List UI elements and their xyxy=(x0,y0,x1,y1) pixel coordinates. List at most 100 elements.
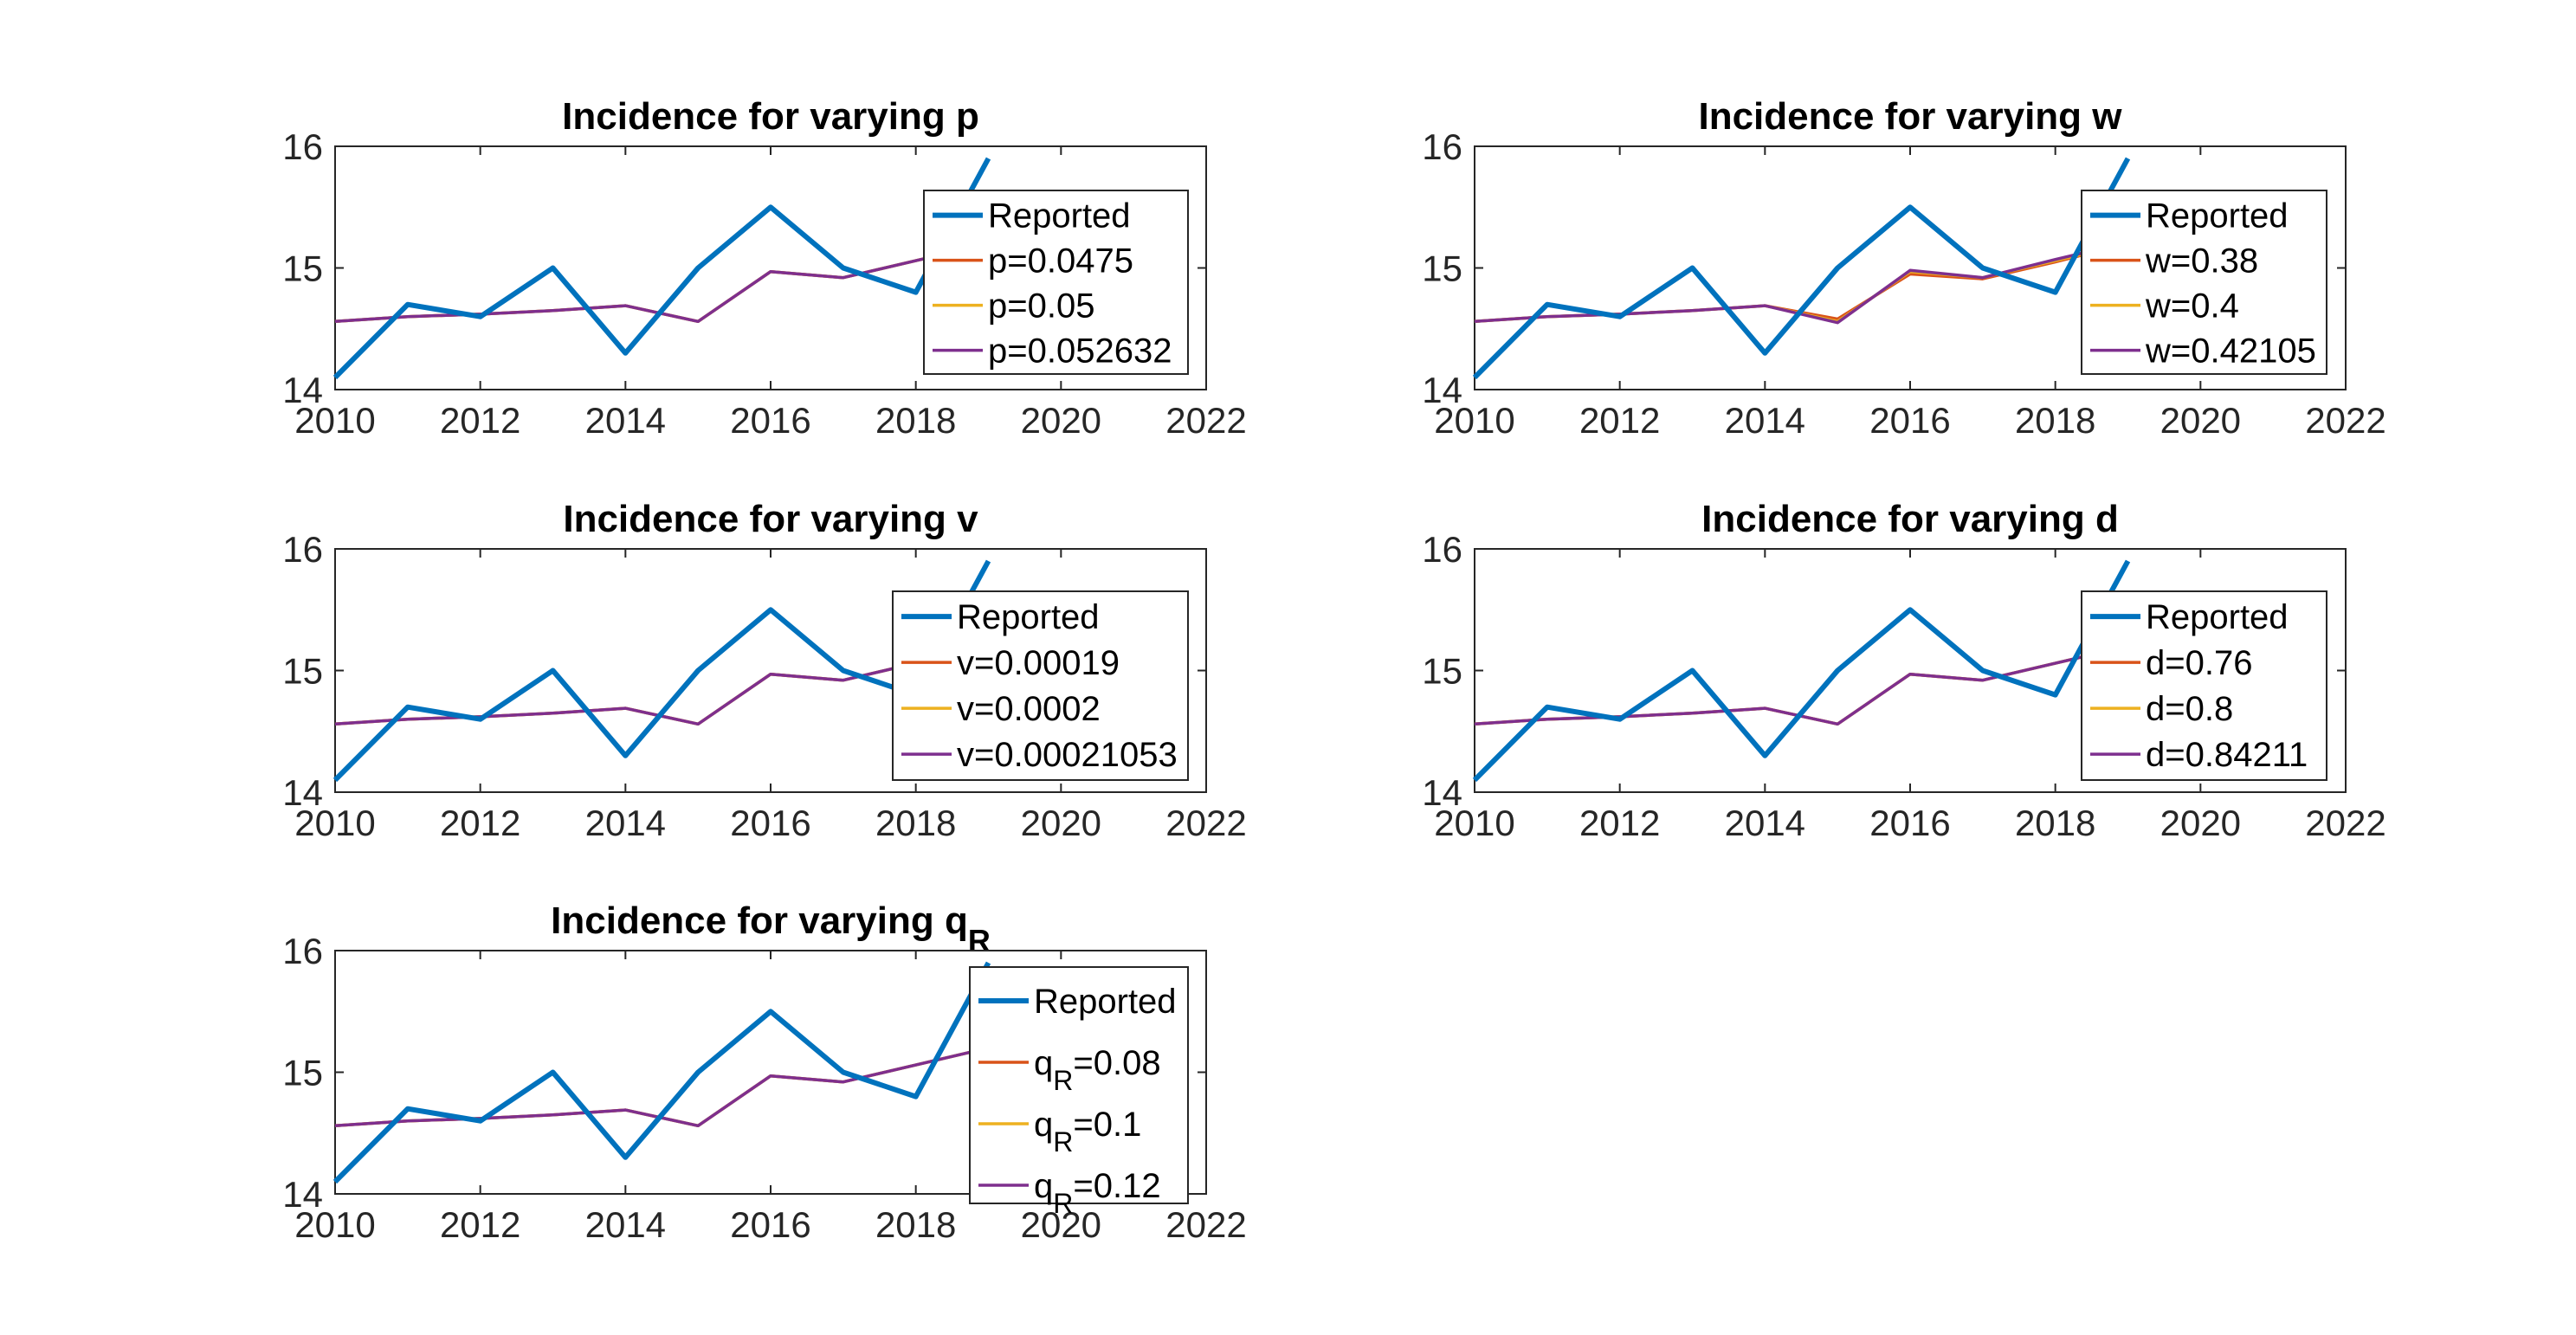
x-tick-label: 2018 xyxy=(2015,803,2095,843)
x-tick-label: 2016 xyxy=(730,803,810,843)
x-tick-label: 2014 xyxy=(585,803,666,843)
legend: Reported v=0.00019 v=0.0002 v=0.00021053 xyxy=(892,590,1189,781)
legend-label: qR=0.12 xyxy=(1034,1167,1161,1219)
y-tick-label: 14 xyxy=(1422,370,1462,410)
legend: Reported d=0.76 d=0.8 d=0.84211 xyxy=(2081,590,2327,781)
x-tick-label: 2016 xyxy=(1869,400,1950,441)
legend-label: Reported xyxy=(2146,598,2289,636)
chart-title: Incidence for varying d xyxy=(1701,498,2119,540)
x-tick-label: 2012 xyxy=(1579,400,1660,441)
subplot-3: Incidence for varying v 2010 2012 2014 2016 2… xyxy=(282,498,1246,843)
x-tick-label: 2022 xyxy=(2305,803,2386,843)
y-tick-label: 15 xyxy=(282,248,323,289)
y-tick-label: 16 xyxy=(282,529,323,570)
x-tick-label: 2018 xyxy=(875,400,956,441)
legend-label: Reported xyxy=(2146,197,2289,235)
y-tick-label: 14 xyxy=(282,370,323,410)
legend-box xyxy=(2081,590,2327,781)
legend-label: v=0.00019 xyxy=(957,644,1120,682)
legend-label-subscript: R xyxy=(1053,1188,1073,1219)
series-line-reported xyxy=(332,559,991,783)
x-tick-label: 2014 xyxy=(585,1204,666,1245)
y-tick-label: 14 xyxy=(1422,772,1462,813)
y-tick-label: 14 xyxy=(282,772,323,813)
chart-title: Incidence for varying v xyxy=(563,498,978,540)
x-tick-label: 2010 xyxy=(1434,803,1514,843)
legend: Reported p=0.0475 p=0.05 p=0.052632 xyxy=(923,190,1189,375)
legend-label: p=0.0475 xyxy=(988,242,1133,281)
legend-label: v=0.00021053 xyxy=(957,736,1178,774)
y-tick-label: 15 xyxy=(282,651,323,692)
legend-label: v=0.0002 xyxy=(957,690,1101,728)
series-line-reported xyxy=(1472,157,2131,380)
legend-label: d=0.84211 xyxy=(2146,736,2308,774)
x-tick-label: 2020 xyxy=(2160,400,2241,441)
legend-label: d=0.8 xyxy=(2146,690,2233,728)
legend-box xyxy=(969,966,1189,1204)
legend-box xyxy=(923,190,1189,375)
legend: Reported w=0.38 w=0.4 w=0.42105 xyxy=(2081,190,2327,375)
subplot-5: Incidence for varying qR 2010 2012 2014 2016… xyxy=(282,900,1246,1245)
x-tick-label: 2014 xyxy=(1725,803,1805,843)
y-tick-label: 16 xyxy=(1422,126,1462,167)
x-tick-label: 2020 xyxy=(1021,803,1101,843)
legend-label: w=0.42105 xyxy=(2145,332,2316,371)
legend-label: w=0.38 xyxy=(2145,242,2258,281)
legend-box xyxy=(892,590,1189,781)
y-tick-label: 16 xyxy=(282,931,323,971)
x-tick-label: 2016 xyxy=(730,1204,810,1245)
x-tick-label: 2022 xyxy=(1165,1204,1246,1245)
x-tick-label: 2010 xyxy=(294,1204,375,1245)
x-tick-label: 2020 xyxy=(2160,803,2241,843)
legend-label-subscript: R xyxy=(1053,1065,1073,1096)
x-tick-label: 2016 xyxy=(730,400,810,441)
legend-label-tail: =0.08 xyxy=(1073,1044,1160,1082)
x-tick-label: 2022 xyxy=(2305,400,2386,441)
x-tick-label: 2012 xyxy=(440,803,520,843)
chart-title: Incidence for varying qR xyxy=(551,900,991,958)
x-tick-label: 2010 xyxy=(294,803,375,843)
x-tick-label: 2012 xyxy=(440,1204,520,1245)
y-tick-label: 16 xyxy=(282,126,323,167)
x-tick-label: 2010 xyxy=(294,400,375,441)
legend-box xyxy=(2081,190,2327,375)
x-tick-label: 2020 xyxy=(1021,400,1101,441)
series-line-reported xyxy=(1472,559,2131,783)
legend-label: Reported xyxy=(1034,983,1177,1021)
x-tick-label: 2022 xyxy=(1165,400,1246,441)
x-tick-label: 2018 xyxy=(875,1204,956,1245)
legend-label: p=0.05 xyxy=(988,287,1094,326)
series-line-reported xyxy=(332,961,991,1184)
subplot-1: Incidence for varying p 2010 2012 2014 2016 2… xyxy=(282,95,1246,441)
x-tick-label: 2014 xyxy=(585,400,666,441)
x-tick-label: 2012 xyxy=(1579,803,1660,843)
legend-label: qR=0.08 xyxy=(1034,1044,1161,1096)
legend-label-subscript: R xyxy=(1053,1126,1073,1158)
series-line-reported xyxy=(332,157,991,380)
legend-label: qR=0.1 xyxy=(1034,1106,1141,1158)
x-tick-label: 2020 xyxy=(1021,1204,1101,1245)
x-tick-label: 2022 xyxy=(1165,803,1246,843)
y-tick-label: 14 xyxy=(282,1174,323,1215)
chart-title: Incidence for varying w xyxy=(1698,95,2122,138)
legend-label-tail: =0.1 xyxy=(1073,1106,1141,1144)
x-tick-label: 2012 xyxy=(440,400,520,441)
y-tick-label: 15 xyxy=(1422,248,1462,289)
legend-label-tail: =0.12 xyxy=(1073,1167,1160,1205)
x-tick-label: 2018 xyxy=(875,803,956,843)
legend-label: Reported xyxy=(988,197,1131,235)
legend-label: d=0.76 xyxy=(2146,644,2252,682)
x-tick-label: 2014 xyxy=(1725,400,1805,441)
legend: Reported qR=0.08 qR=0.1 qR=0.12 xyxy=(969,966,1189,1219)
legend-label: Reported xyxy=(957,598,1100,636)
subplot-4: Incidence for varying d 2010 2012 2014 2016 2… xyxy=(1422,498,2386,843)
legend-label: w=0.4 xyxy=(2145,287,2239,326)
legend-label: p=0.052632 xyxy=(988,332,1172,371)
chart-title: Incidence for varying p xyxy=(562,95,979,138)
x-tick-label: 2018 xyxy=(2015,400,2095,441)
y-tick-label: 15 xyxy=(1422,651,1462,692)
y-tick-label: 15 xyxy=(282,1053,323,1093)
y-tick-label: 16 xyxy=(1422,529,1462,570)
x-tick-label: 2010 xyxy=(1434,400,1514,441)
